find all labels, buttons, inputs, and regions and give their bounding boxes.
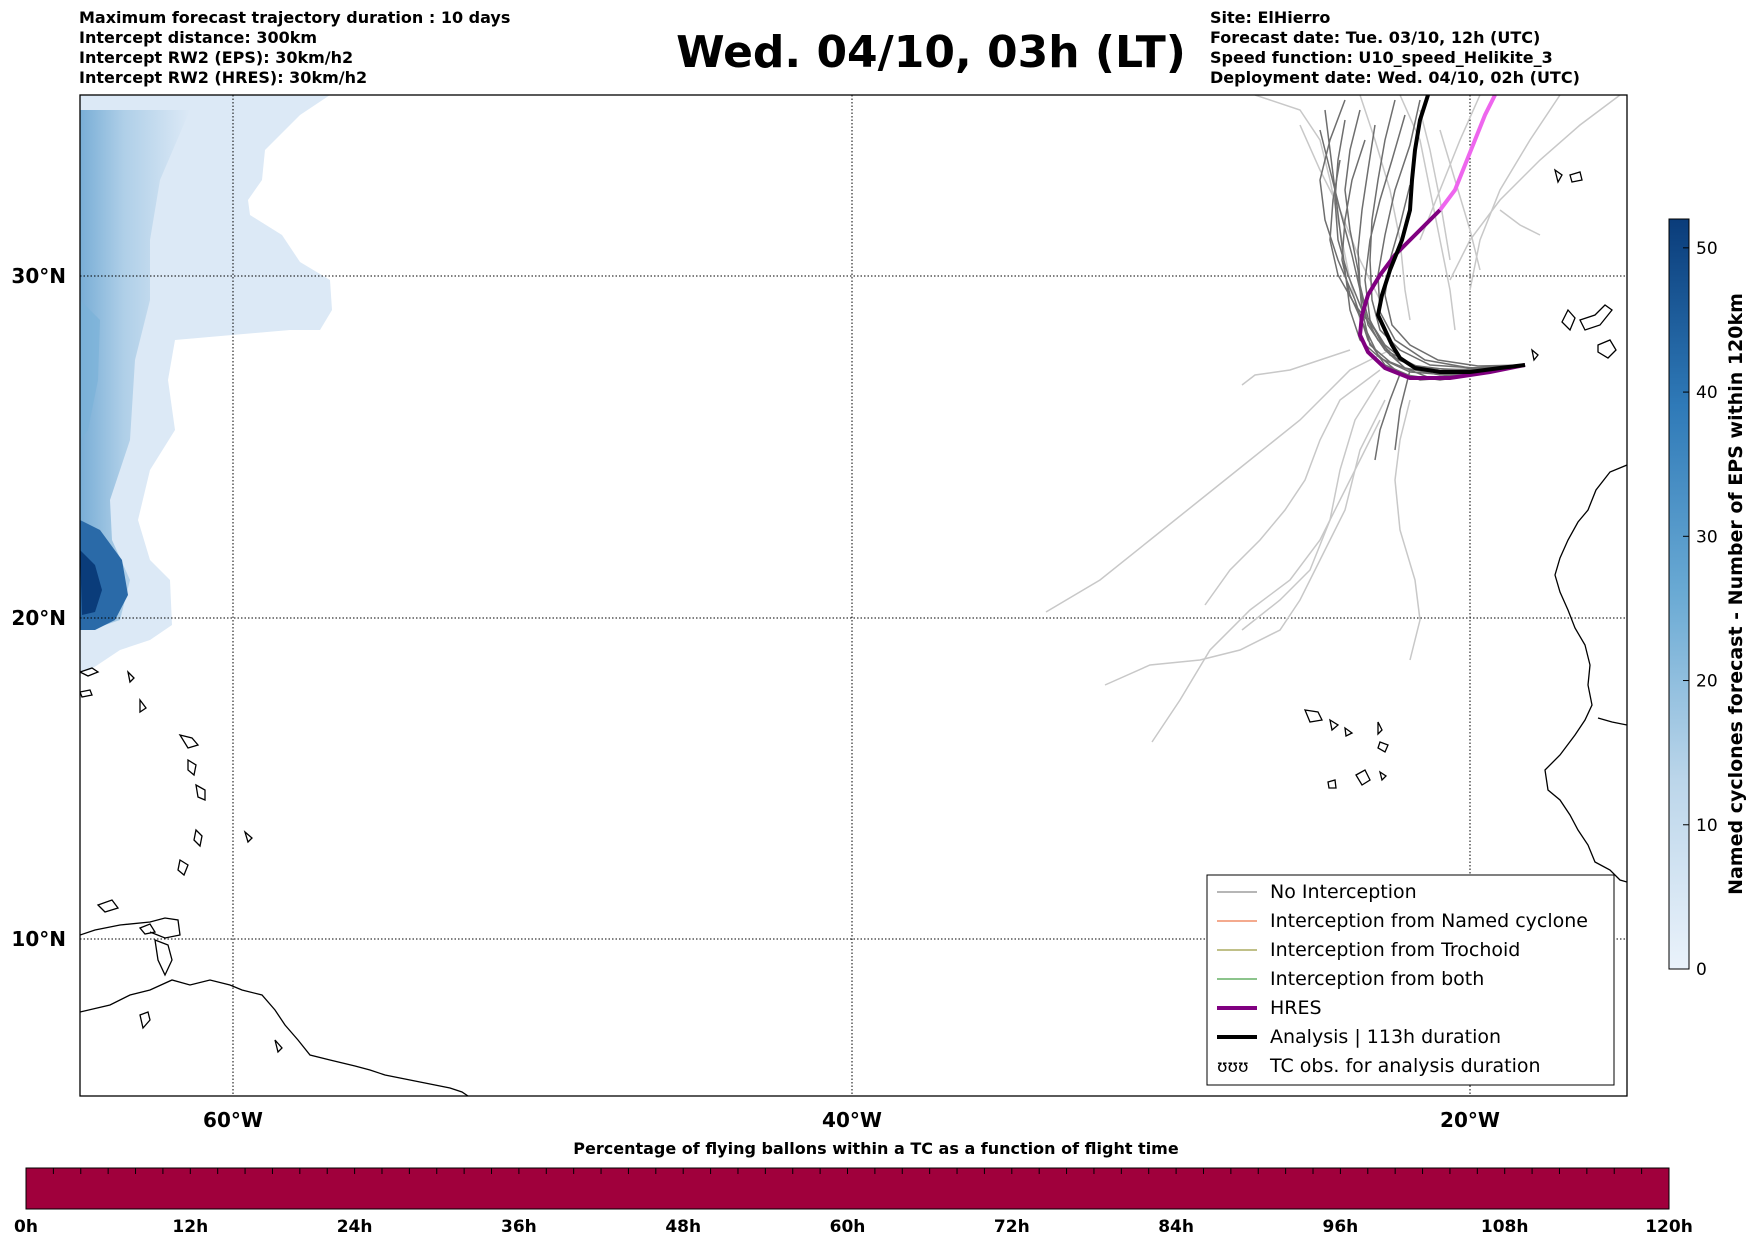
legend-item: ʊʊʊ TC obs. for analysis duration <box>1217 1055 1541 1077</box>
cyclone-colorbar: 0 10 20 30 40 50 Named cyclones forecast - Nu… <box>1668 218 1747 980</box>
intercept-hres-text: Intercept RW2 (HRES): 30km/h2 <box>79 68 368 87</box>
lon-label-60w: 60°W <box>203 1108 263 1132</box>
legend-label: No Interception <box>1270 881 1417 903</box>
page-title: Wed. 04/10, 03h (LT) <box>676 27 1186 78</box>
legend-item: Interception from Trochoid <box>1217 939 1520 961</box>
time-bar-tick-label: 12h <box>172 1217 208 1237</box>
flight-time-bar: 0h 12h 24h 36h 48h 60h 72h 84h 96h 108h 120h <box>14 1167 1693 1237</box>
colorbar-tick-label: 50 <box>1696 239 1718 259</box>
legend-item: Interception from both <box>1217 968 1484 990</box>
time-bar-tick-label: 24h <box>337 1217 373 1237</box>
legend-item: HRES <box>1217 997 1322 1019</box>
map-legend: No Interception Interception from Named c… <box>1206 874 1615 1086</box>
forecast-date-text: Forecast date: Tue. 03/10, 12h (UTC) <box>1210 28 1541 47</box>
hres-trajectory-late[interactable] <box>1438 95 1497 212</box>
cyclone-density-shading <box>80 95 332 672</box>
legend-label: Analysis | 113h duration <box>1270 1026 1501 1048</box>
legend-label: TC obs. for analysis duration <box>1269 1055 1541 1077</box>
intercept-distance-text: Intercept distance: 300km <box>79 28 318 47</box>
hres-trajectory[interactable] <box>1357 208 1526 380</box>
legend-item: Analysis | 113h duration <box>1217 1026 1501 1048</box>
analysis-trajectory[interactable] <box>1375 95 1526 374</box>
intercept-eps-text: Intercept RW2 (EPS): 30km/h2 <box>79 48 354 67</box>
cyclone-symbols-icon: ʊʊʊ <box>1217 1057 1249 1077</box>
map-frame <box>79 94 1628 1097</box>
lon-label-20w: 20°W <box>1440 1108 1500 1132</box>
legend-label: Interception from Named cyclone <box>1270 910 1588 932</box>
header-left-info: Maximum forecast trajectory duration : 1… <box>79 8 510 88</box>
coastlines <box>80 168 1627 1096</box>
speed-function-text: Speed function: U10_speed_Helikite_3 <box>1210 48 1553 67</box>
colorbar-tick-label: 40 <box>1696 383 1718 403</box>
legend-label: HRES <box>1270 997 1322 1019</box>
deployment-date-text: Deployment date: Wed. 04/10, 02h (UTC) <box>1210 68 1580 87</box>
colorbar-ticks: 0 10 20 30 40 50 <box>1683 239 1718 980</box>
time-bar-tick-label: 48h <box>665 1217 701 1237</box>
time-bar-tick-label: 60h <box>830 1217 866 1237</box>
time-bar-ticks: 0h 12h 24h 36h 48h 60h 72h 84h 96h 108h 120h <box>14 1168 1693 1237</box>
time-bar-tick-label: 108h <box>1481 1217 1529 1237</box>
lat-label-20n: 20°N <box>11 606 66 630</box>
header-right-info: Site: ElHierro Forecast date: Tue. 03/10… <box>1210 8 1580 88</box>
map-axis-labels: 60°W 40°W 20°W 30°N 20°N 10°N <box>11 264 1500 1132</box>
legend-item: No Interception <box>1217 881 1417 903</box>
legend-frame <box>1206 874 1615 1086</box>
colorbar-gradient <box>1668 218 1690 970</box>
max-duration-text: Maximum forecast trajectory duration : 1… <box>79 8 511 27</box>
legend-item: Interception from Named cyclone <box>1217 910 1588 932</box>
time-bar-tick-label: 84h <box>1158 1217 1194 1237</box>
legend-label: Interception from Trochoid <box>1270 939 1520 961</box>
colorbar-tick-label: 10 <box>1696 816 1718 836</box>
time-bar-tick-label: 96h <box>1323 1217 1359 1237</box>
lat-label-30n: 30°N <box>11 264 66 288</box>
legend-label: Interception from both <box>1270 968 1484 990</box>
time-bar-fill <box>25 1167 1670 1210</box>
time-bar-title: Percentage of flying ballons within a TC… <box>573 1139 1179 1158</box>
time-bar-tick-label: 72h <box>994 1217 1030 1237</box>
lat-label-10n: 10°N <box>11 927 66 951</box>
site-text: Site: ElHierro <box>1210 8 1331 27</box>
colorbar-label: Named cyclones forecast - Number of EPS … <box>1725 293 1747 895</box>
time-bar-tick-label: 0h <box>14 1217 38 1237</box>
legend-items: No Interception Interception from Named c… <box>1217 881 1588 1077</box>
colorbar-tick-label: 20 <box>1696 672 1718 692</box>
time-bar-tick-label: 120h <box>1645 1217 1693 1237</box>
colorbar-tick-label: 30 <box>1696 527 1718 547</box>
time-bar-tick-label: 36h <box>501 1217 537 1237</box>
lon-label-40w: 40°W <box>822 1108 882 1132</box>
colorbar-tick-label: 0 <box>1696 960 1707 980</box>
